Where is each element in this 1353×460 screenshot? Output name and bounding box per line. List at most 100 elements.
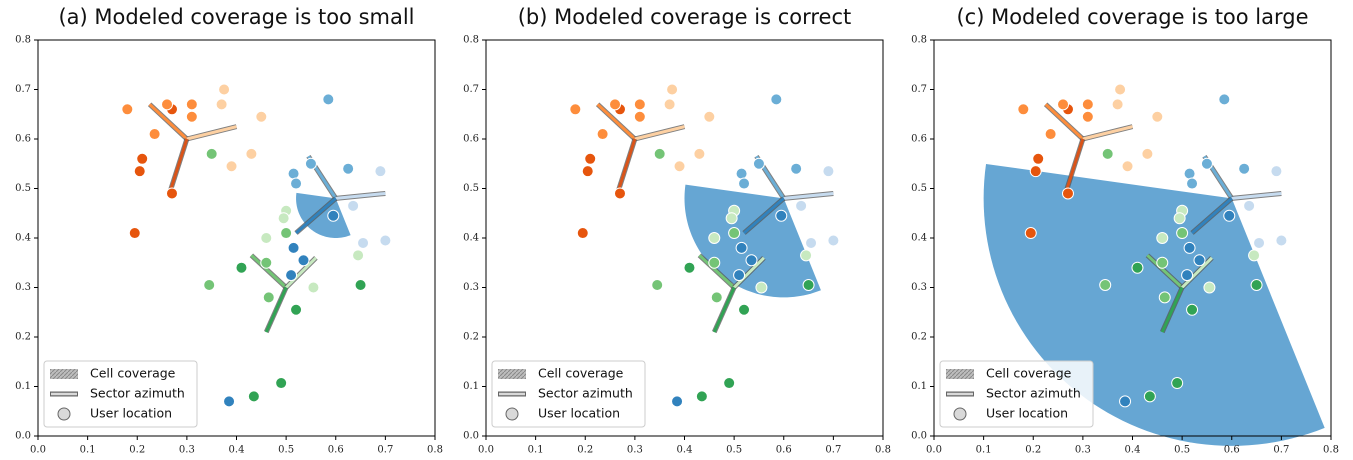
user-point <box>215 98 228 111</box>
user-point <box>1119 395 1132 408</box>
user-point <box>1186 177 1199 190</box>
user-point <box>745 254 758 267</box>
chart-title: (b) Modeled coverage is correct <box>518 5 852 29</box>
user-point <box>255 110 268 123</box>
legend-swatch-user <box>953 407 967 421</box>
user-point <box>1193 254 1206 267</box>
user-point <box>596 128 609 141</box>
user-point <box>735 167 748 180</box>
user-point <box>357 236 370 249</box>
user-point <box>1044 128 1057 141</box>
user-point <box>1141 147 1154 160</box>
legend-box <box>491 360 646 428</box>
user-point <box>290 303 303 316</box>
azimuth-arm <box>295 197 337 235</box>
y-tick-label: 0.5 <box>463 183 479 194</box>
user-point <box>1183 241 1196 254</box>
x-tick-label: 0.0 <box>30 445 46 456</box>
legend-swatch-coverage <box>50 369 78 379</box>
user-point <box>1186 303 1199 316</box>
azimuth-arm <box>698 254 736 289</box>
azimuth-arm <box>783 191 834 200</box>
y-tick-label: 0.0 <box>463 431 479 442</box>
x-tick-label: 0.3 <box>1075 445 1091 456</box>
azimuth-arm <box>634 125 685 141</box>
x-tick-label: 0.1 <box>80 445 96 456</box>
user-point <box>613 187 626 200</box>
x-tick-label: 0.0 <box>926 445 942 456</box>
y-tick-label: 0.7 <box>911 84 927 95</box>
azimuth-arm <box>285 256 317 289</box>
y-tick-label: 0.5 <box>911 183 927 194</box>
azimuth-arm <box>250 254 288 289</box>
user-point <box>755 281 768 294</box>
user-point <box>1024 227 1037 240</box>
y-tick-label: 0.6 <box>15 134 31 145</box>
user-point <box>795 199 808 212</box>
user-point <box>1121 160 1134 173</box>
user-point <box>133 165 146 178</box>
user-point <box>1238 162 1251 175</box>
user-point <box>569 103 582 116</box>
user-point <box>1253 236 1266 249</box>
y-tick-label: 0.3 <box>15 282 31 293</box>
user-point <box>666 83 679 96</box>
user-point <box>576 227 589 240</box>
chart-title: (c) Modeled coverage is too large <box>956 5 1308 29</box>
user-point <box>297 254 310 267</box>
user-point <box>695 390 708 403</box>
x-tick-label: 0.5 <box>1174 445 1190 456</box>
user-point <box>327 209 340 222</box>
legend-swatch-user <box>57 407 71 421</box>
user-point <box>1061 187 1074 200</box>
legend-label: Sector azimuth <box>90 386 185 401</box>
y-tick-label: 0.7 <box>15 84 31 95</box>
azimuth-arm <box>1191 197 1233 235</box>
user-point <box>1017 103 1030 116</box>
x-tick-label: 0.7 <box>1273 445 1289 456</box>
azimuth-arm <box>186 125 237 141</box>
legend-box <box>939 360 1094 428</box>
user-point <box>245 147 258 160</box>
user-point <box>1101 147 1114 160</box>
azimuth-arm <box>264 286 288 333</box>
y-tick-label: 0.4 <box>15 233 31 244</box>
user-point <box>827 234 840 247</box>
x-tick-label: 0.7 <box>825 445 841 456</box>
x-tick-label: 0.8 <box>427 445 443 456</box>
azimuth-arm <box>1160 286 1184 333</box>
y-tick-label: 0.8 <box>15 35 31 46</box>
user-point <box>1181 269 1194 282</box>
user-point <box>1151 110 1164 123</box>
x-tick-label: 0.4 <box>1125 445 1141 456</box>
user-point <box>1200 157 1213 170</box>
user-point <box>693 147 706 160</box>
user-point <box>1183 167 1196 180</box>
x-tick-label: 0.4 <box>677 445 693 456</box>
user-point <box>710 291 723 304</box>
user-point <box>708 256 721 269</box>
x-tick-label: 0.0 <box>478 445 494 456</box>
user-point <box>354 279 367 292</box>
user-point <box>581 165 594 178</box>
y-tick-label: 0.6 <box>911 134 927 145</box>
user-point <box>260 256 273 269</box>
x-tick-label: 0.8 <box>875 445 891 456</box>
user-point <box>633 98 646 111</box>
user-point <box>790 162 803 175</box>
user-point <box>633 110 646 123</box>
x-tick-label: 0.8 <box>1323 445 1339 456</box>
user-point <box>1081 98 1094 111</box>
x-tick-label: 0.2 <box>1025 445 1041 456</box>
y-tick-label: 0.3 <box>911 282 927 293</box>
x-tick-label: 0.1 <box>976 445 992 456</box>
y-tick-label: 0.5 <box>15 183 31 194</box>
legend-box <box>43 360 198 428</box>
user-point <box>1223 209 1236 222</box>
legend-swatch-coverage <box>946 369 974 379</box>
user-point <box>1156 256 1169 269</box>
user-point <box>347 199 360 212</box>
user-point <box>723 377 736 390</box>
user-point <box>1114 83 1127 96</box>
y-tick-label: 0.8 <box>463 35 479 46</box>
